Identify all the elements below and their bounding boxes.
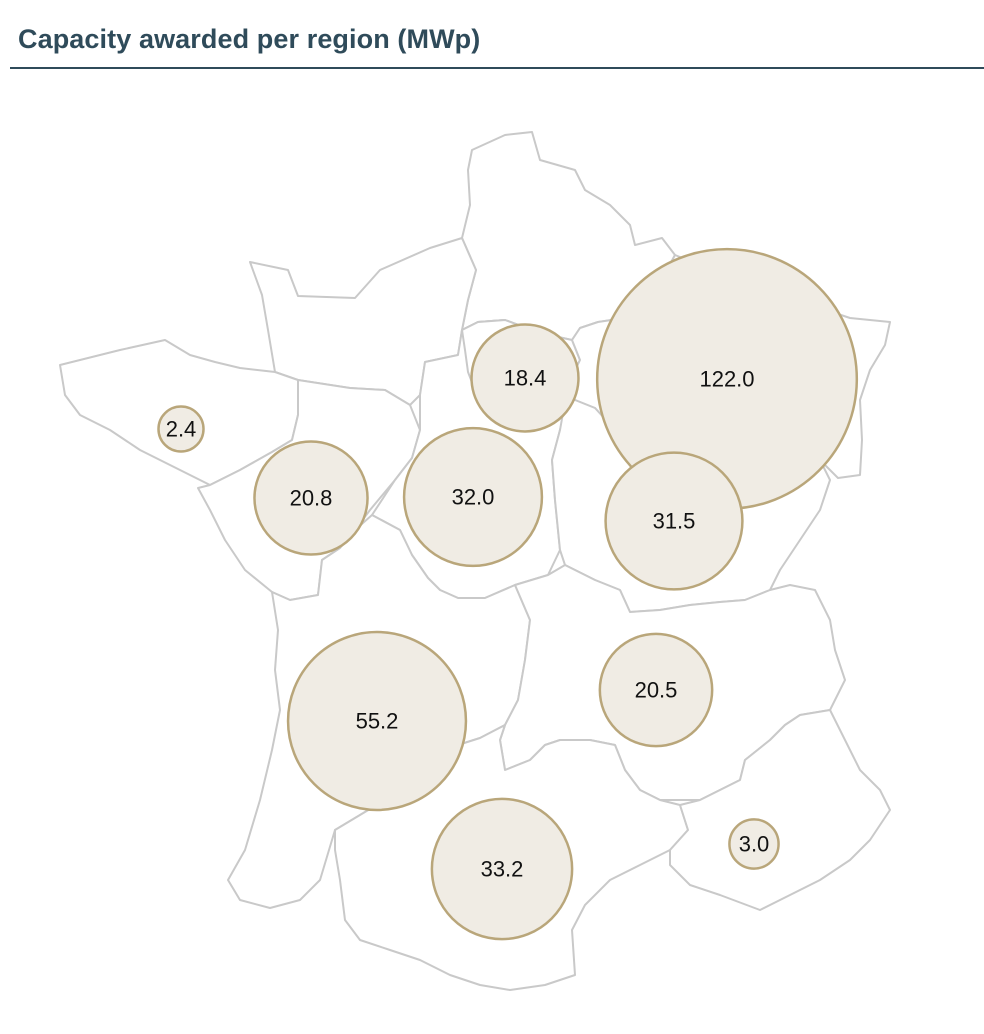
capacity-label: 20.8 xyxy=(290,486,333,511)
capacity-label: 32.0 xyxy=(452,485,495,510)
capacity-bubble xyxy=(157,405,205,453)
capacity-bubble xyxy=(604,451,744,591)
title-rule xyxy=(10,67,984,69)
capacity-label: 122.0 xyxy=(699,367,754,392)
capacity-bubble xyxy=(286,630,468,812)
bubbles: 2.4 20.8 32.0 18.4 122.0 31.5 55.2 20.5 33.2 3.0 xyxy=(157,247,859,941)
capacity-bubble xyxy=(430,797,574,941)
capacity-label: 2.4 xyxy=(166,417,197,442)
capacity-bubble xyxy=(402,426,544,568)
capacity-bubble xyxy=(598,632,714,748)
capacity-bubble xyxy=(728,818,780,870)
capacity-label: 31.5 xyxy=(653,509,696,534)
capacity-label: 33.2 xyxy=(481,857,524,882)
map-title: Capacity awarded per region (MWp) xyxy=(18,24,481,54)
capacity-label: 55.2 xyxy=(356,709,399,734)
capacity-label: 18.4 xyxy=(504,366,547,391)
region-provence-alpes-cote-dazur xyxy=(669,709,891,911)
capacity-bubble xyxy=(253,440,369,556)
capacity-label: 3.0 xyxy=(739,832,770,857)
capacity-label: 20.5 xyxy=(635,678,678,703)
capacity-bubble xyxy=(470,323,580,433)
